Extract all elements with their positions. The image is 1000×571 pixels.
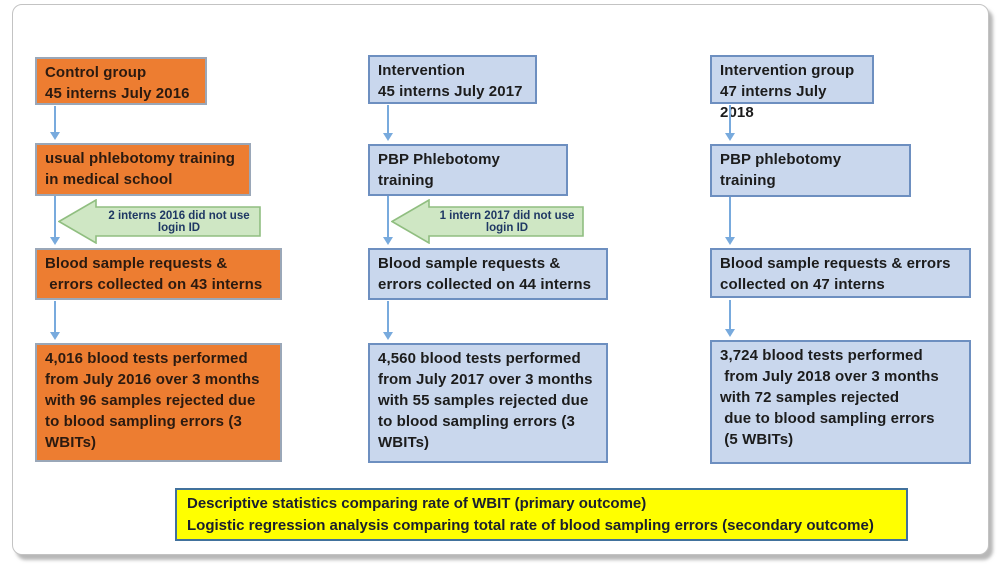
box-text-line: WBITs) xyxy=(45,434,97,451)
exclusion-note-text: 2 interns 2016 did not use login ID xyxy=(108,209,250,234)
box-control-group-enrollment: Control group 45 interns July 2016 xyxy=(35,57,207,105)
box-control-results: 4,016 blood tests performed from July 20… xyxy=(35,343,282,462)
box-text-line: from July 2017 over 3 months xyxy=(378,371,593,388)
box-text-line: Blood sample requests & xyxy=(378,255,561,272)
box-control-training: usual phlebotomy training in medical sch… xyxy=(35,143,251,196)
box-control-collection: Blood sample requests & errors collected… xyxy=(35,248,282,300)
box-text-line: from July 2016 over 3 months xyxy=(45,371,260,388)
box-text-line: usual phlebotomy training xyxy=(45,150,236,167)
box-text-line: Intervention xyxy=(378,62,466,79)
box-text-line: in medical school xyxy=(45,171,173,188)
exclusion-callout-2016: 2 interns 2016 did not use login ID xyxy=(58,199,262,244)
exclusion-note-text: 1 intern 2017 did not use login ID xyxy=(439,209,575,234)
box-intervention2017-training: PBP Phlebotomy training xyxy=(368,144,568,196)
box-text-line: with 96 samples rejected due xyxy=(45,392,256,409)
down-arrow-icon xyxy=(50,301,60,340)
box-text-line: errors collected on 44 interns xyxy=(378,276,592,293)
box-intervention2017-collection: Blood sample requests & errors collected… xyxy=(368,248,608,300)
box-intervention2018-enrollment: Intervention group 47 interns July 2018 xyxy=(710,55,874,121)
box-text-line: with 55 samples rejected due xyxy=(378,392,589,409)
footer-text-line: Logistic regression analysis comparing t… xyxy=(187,517,874,534)
down-arrow-icon xyxy=(725,105,735,141)
exclusion-callout-2017: 1 intern 2017 did not use login ID xyxy=(391,199,585,244)
box-text-line: to blood sampling errors (3 xyxy=(45,413,242,430)
left-arrow-icon xyxy=(58,199,261,244)
box-text-line: due to blood sampling errors xyxy=(720,410,935,427)
box-text-line: 4,016 blood tests performed xyxy=(45,350,248,367)
box-text-line: with 72 samples rejected xyxy=(720,389,900,406)
down-arrow-icon xyxy=(725,300,735,337)
box-text-line: collected on 47 interns xyxy=(720,276,885,293)
down-arrow-icon xyxy=(383,301,393,340)
box-text-line: 4,560 blood tests performed xyxy=(378,350,581,367)
down-arrow-icon xyxy=(383,105,393,141)
box-text-line: to blood sampling errors (3 xyxy=(378,413,575,430)
down-arrow-icon xyxy=(50,196,60,245)
box-intervention2018-collection: Blood sample requests & errors collected… xyxy=(710,248,971,298)
box-text-line: Blood sample requests & xyxy=(45,255,228,272)
box-analysis-outcomes: Descriptive statistics comparing rate of… xyxy=(175,488,908,541)
box-text-line: WBITs) xyxy=(378,434,430,451)
box-text-line: 3,724 blood tests performed xyxy=(720,347,923,364)
box-text-line: (5 WBITs) xyxy=(720,431,794,448)
down-arrow-icon xyxy=(725,197,735,245)
footer-text-line: Descriptive statistics comparing rate of… xyxy=(187,495,647,512)
box-text-line: errors collected on 43 interns xyxy=(45,276,263,293)
box-text-line: PBP Phlebotomy training xyxy=(378,151,505,189)
box-text-line: Blood sample requests & errors xyxy=(720,255,951,272)
box-text-line: Intervention group xyxy=(720,62,855,79)
box-text-line: Control group xyxy=(45,64,147,81)
box-text-line: 45 interns July 2016 xyxy=(45,85,190,102)
box-intervention2017-enrollment: Intervention 45 interns July 2017 xyxy=(368,55,537,104)
box-text-line: PBP phlebotomy training xyxy=(720,151,846,189)
down-arrow-icon xyxy=(383,196,393,245)
left-arrow-icon xyxy=(391,199,584,244)
down-arrow-icon xyxy=(50,106,60,140)
box-text-line: 47 interns July 2018 xyxy=(720,83,831,121)
box-text-line: 45 interns July 2017 xyxy=(378,83,523,100)
box-text-line: from July 2018 over 3 months xyxy=(720,368,939,385)
box-intervention2018-training: PBP phlebotomy training xyxy=(710,144,911,197)
box-intervention2017-results: 4,560 blood tests performed from July 20… xyxy=(368,343,608,463)
box-intervention2018-results: 3,724 blood tests performed from July 20… xyxy=(710,340,971,464)
